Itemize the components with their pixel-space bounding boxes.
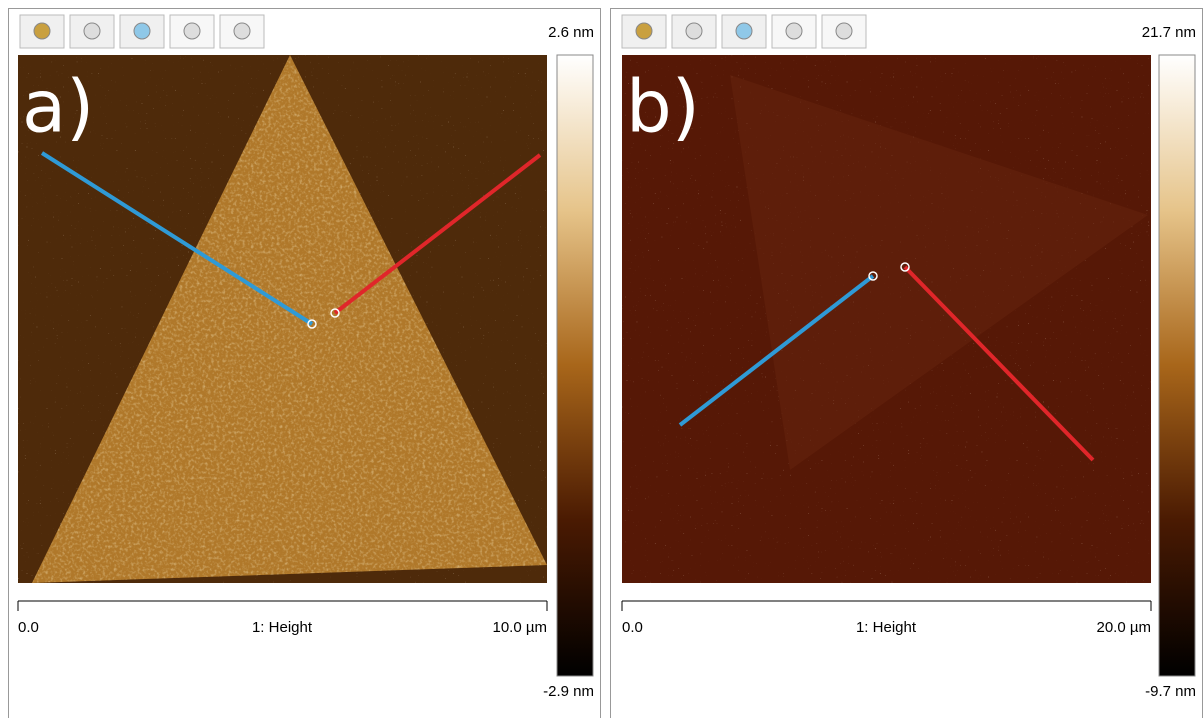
axis-title: 1: Height bbox=[856, 619, 917, 636]
toolbar-icon bbox=[84, 23, 100, 39]
toolbar-icon bbox=[234, 23, 250, 39]
axis-end: 10.0 µm bbox=[493, 619, 548, 636]
toolbar-icon bbox=[134, 23, 150, 39]
colorbar bbox=[557, 55, 593, 676]
panel: a) 2.6 nm -2.9 nm 0.0 1: Height 10.0 µm bbox=[9, 9, 601, 718]
toolbar-icon bbox=[184, 23, 200, 39]
screenshot: a) 2.6 nm -2.9 nm 0.0 1: Height 10.0 µm b) 21.7… bbox=[0, 0, 1203, 718]
toolbar-icon bbox=[786, 23, 802, 39]
axis-title: 1: Height bbox=[252, 619, 313, 636]
toolbar-icon bbox=[836, 23, 852, 39]
axis-end: 20.0 µm bbox=[1097, 619, 1152, 636]
panel: b) 21.7 nm -9.7 nm 0.0 1: Height 20.0 µm bbox=[611, 9, 1203, 718]
colorbar-min: -9.7 nm bbox=[1145, 683, 1196, 700]
colorbar-max: 2.6 nm bbox=[548, 24, 594, 41]
axis-start: 0.0 bbox=[622, 619, 643, 636]
toolbar-icon bbox=[34, 23, 50, 39]
afm-image: b) bbox=[622, 55, 1151, 583]
toolbar-icon bbox=[736, 23, 752, 39]
panel-label: b) bbox=[626, 65, 700, 149]
panel-label: a) bbox=[22, 65, 94, 149]
colorbar-min: -2.9 nm bbox=[543, 683, 594, 700]
colorbar bbox=[1159, 55, 1195, 676]
axis-start: 0.0 bbox=[18, 619, 39, 636]
toolbar-icon bbox=[636, 23, 652, 39]
colorbar-max: 21.7 nm bbox=[1142, 24, 1196, 41]
afm-image: a) bbox=[18, 55, 547, 583]
toolbar-icon bbox=[686, 23, 702, 39]
